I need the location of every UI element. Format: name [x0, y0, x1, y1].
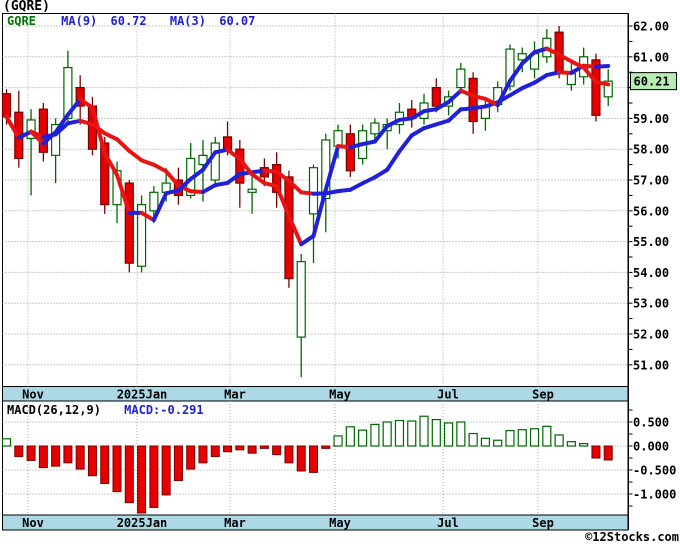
x-axis-label: 2025Jan	[117, 516, 168, 530]
macd-axis-label: -1.000	[633, 488, 676, 502]
price-axis-label: 53.00	[633, 297, 669, 311]
price-axis-label: 58.00	[633, 143, 669, 157]
ma3-label: MA(3)	[169, 14, 206, 28]
price-axis-label: 54.00	[633, 266, 669, 280]
macd-axis-label: 0.500	[633, 416, 669, 430]
macd-params-label: MACD(26,12,9)	[7, 403, 101, 417]
x-axis-label: Mar	[224, 516, 246, 530]
macd-current-value: MACD:-0.291	[124, 403, 204, 417]
ma3-value: 60.07	[219, 14, 256, 28]
x-axis-label: 2025Jan	[117, 388, 168, 402]
x-axis-label: May	[329, 516, 351, 530]
last-price-badge-text: 60.21	[634, 75, 670, 89]
macd-legend: MACD(26,12,9) MACD:-0.291	[7, 403, 204, 417]
price-axis-label: 51.00	[633, 358, 669, 372]
price-axis-label: 62.00	[633, 20, 669, 34]
price-axis-label: 61.00	[633, 50, 669, 64]
price-legend: GQRE MA(9) 60.72 MA(3) 60.07	[7, 14, 271, 28]
price-axis-label: 52.00	[633, 328, 669, 342]
ma9-value: 60.72	[110, 14, 147, 28]
ma9-label: MA(9)	[61, 14, 98, 28]
x-axis-label: Nov	[22, 388, 44, 402]
x-axis-label: Jul	[437, 388, 459, 402]
last-price-badge	[630, 72, 677, 91]
x-axis-label: Jul	[437, 516, 459, 530]
price-axis-label: 56.00	[633, 204, 669, 218]
page-title: (GQRE)	[3, 0, 50, 14]
x-axis-label: May	[329, 388, 351, 402]
price-axis-label: 59.00	[633, 112, 669, 126]
site-credit-link[interactable]: ©12Stocks.com	[585, 530, 679, 544]
macd-axis-label: -0.500	[633, 464, 676, 478]
ticker-symbol: GQRE	[7, 14, 36, 28]
macd-axis-label: 0.000	[633, 440, 669, 454]
x-axis-label: Nov	[22, 516, 44, 530]
x-axis-label: Sep	[532, 516, 554, 530]
x-axis-label: Sep	[532, 388, 554, 402]
x-axis-label: Mar	[224, 388, 246, 402]
price-axis-label: 55.00	[633, 235, 669, 249]
price-axis-label: 57.00	[633, 174, 669, 188]
